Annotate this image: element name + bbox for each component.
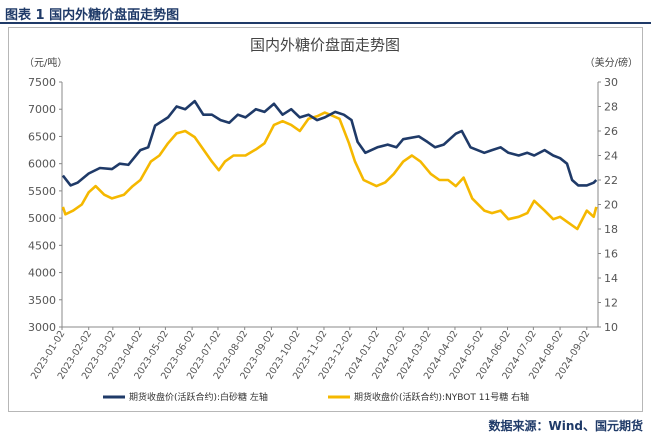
series-line-white-sugar bbox=[61, 99, 598, 187]
left-axis-unit: （元/吨） bbox=[24, 56, 67, 69]
data-source: 数据来源：Wind、国元期货 bbox=[488, 419, 643, 433]
right-tick-label: 14 bbox=[604, 272, 618, 285]
left-tick-label: 5500 bbox=[28, 185, 56, 198]
series-lines bbox=[61, 99, 598, 231]
legend-label-nybot: 期货收盘价(活跃合约):NYBOT 11号糖 右轴 bbox=[354, 391, 529, 403]
right-tick-label: 30 bbox=[604, 76, 618, 89]
chart-frame bbox=[8, 27, 643, 412]
right-tick-label: 16 bbox=[604, 248, 618, 261]
right-tick-label: 22 bbox=[604, 174, 618, 187]
right-tick-label: 26 bbox=[604, 125, 618, 138]
legend-label-white-sugar: 期货收盘价(活跃合约):白砂糖 左轴 bbox=[129, 391, 268, 403]
right-tick-label: 28 bbox=[604, 101, 618, 114]
left-tick-label: 4500 bbox=[28, 239, 56, 252]
axes: 3000 3500 4000 4500 5000 5500 6000 6500 7000 7500… bbox=[28, 76, 618, 381]
right-tick-label: 24 bbox=[604, 150, 618, 163]
left-tick-label: 3000 bbox=[28, 321, 56, 334]
left-tick-label: 3500 bbox=[28, 294, 56, 307]
header-rule bbox=[0, 22, 651, 24]
chart-title: 国内外糖价盘面走势图 bbox=[250, 36, 400, 54]
left-tick-label: 7000 bbox=[28, 103, 56, 116]
figure-label: 图表 1 国内外糖价盘面走势图 bbox=[5, 8, 180, 23]
left-tick-label: 7500 bbox=[28, 76, 56, 89]
left-tick-label: 6500 bbox=[28, 130, 56, 143]
right-tick-label: 18 bbox=[604, 223, 618, 236]
right-tick-label: 12 bbox=[604, 297, 618, 310]
legend: 期货收盘价(活跃合约):白砂糖 左轴 期货收盘价(活跃合约):NYBOT 11号… bbox=[103, 391, 529, 403]
right-tick-label: 20 bbox=[604, 199, 618, 212]
left-tick-label: 5000 bbox=[28, 212, 56, 225]
right-tick-label: 10 bbox=[604, 321, 618, 334]
right-axis-unit: （美分/磅） bbox=[585, 56, 638, 69]
left-tick-label: 6000 bbox=[28, 158, 56, 171]
series-line-nybot bbox=[61, 111, 598, 231]
left-tick-label: 4000 bbox=[28, 267, 56, 280]
